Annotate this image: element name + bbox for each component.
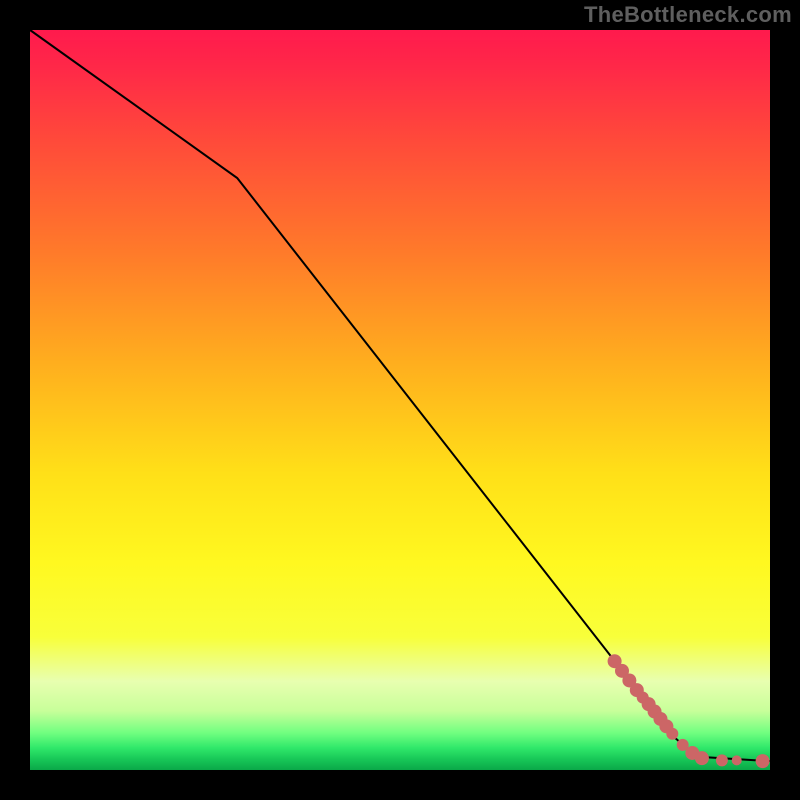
watermark-text: TheBottleneck.com xyxy=(584,2,792,28)
data-point xyxy=(756,754,770,768)
chart-svg xyxy=(0,0,800,800)
data-point xyxy=(732,755,742,765)
data-point xyxy=(666,728,678,740)
data-point xyxy=(695,751,709,765)
chart-container: TheBottleneck.com xyxy=(0,0,800,800)
data-point xyxy=(716,754,728,766)
plot-background xyxy=(30,30,770,770)
